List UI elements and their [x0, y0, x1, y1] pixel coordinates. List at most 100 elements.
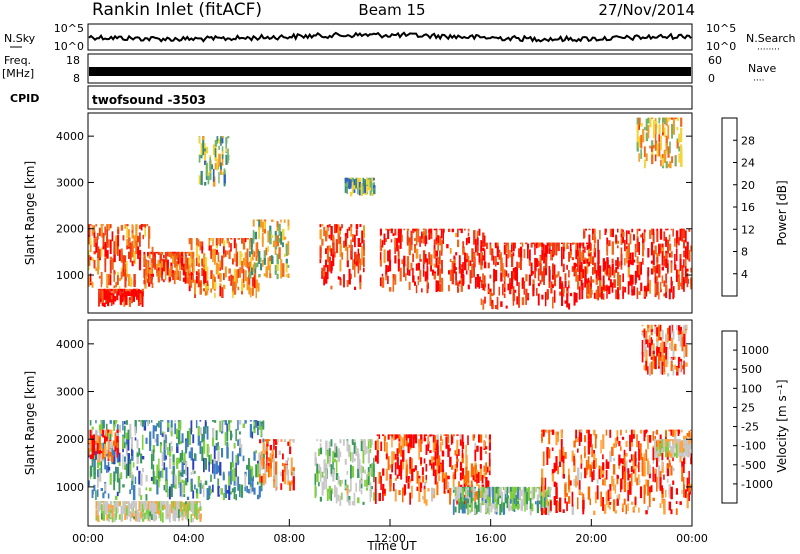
heatmap-cell [412, 253, 414, 263]
heatmap-cell [383, 436, 386, 452]
heatmap-cell [424, 271, 427, 282]
heatmap-cell [463, 497, 466, 501]
heatmap-cell [221, 172, 225, 176]
power-y-axis-label: Slant Range [km] [23, 161, 37, 265]
heatmap-cell [408, 281, 411, 290]
heatmap-cell [438, 474, 441, 482]
heatmap-cell [594, 491, 597, 504]
heatmap-cell [654, 430, 656, 435]
heatmap-cell [127, 501, 131, 514]
heatmap-cell [392, 278, 395, 292]
heatmap-cell [482, 273, 484, 284]
heatmap-cell [620, 232, 623, 245]
heatmap-cell [654, 245, 657, 255]
heatmap-cell [230, 430, 232, 441]
heatmap-cell [253, 251, 256, 257]
heatmap-cell [220, 136, 222, 146]
heatmap-cell [611, 258, 614, 264]
heatmap-cell [209, 157, 212, 172]
heatmap-cell [202, 143, 205, 156]
heatmap-cell [151, 273, 154, 277]
heatmap-cell [665, 117, 668, 125]
heatmap-cell [645, 331, 647, 340]
heatmap-cell [258, 420, 262, 430]
heatmap-cell [670, 486, 673, 500]
heatmap-cell [568, 468, 570, 480]
heatmap-cell [615, 260, 617, 267]
heatmap-cell [617, 271, 620, 287]
heatmap-cell [140, 420, 143, 426]
heatmap-cell [405, 434, 408, 441]
heatmap-cell [152, 449, 155, 462]
heatmap-cell [194, 484, 196, 490]
heatmap-cell [591, 444, 593, 458]
heatmap-cell [542, 429, 545, 436]
heatmap-cell [493, 281, 495, 295]
heatmap-cell [221, 488, 223, 495]
heatmap-cell [159, 420, 162, 422]
heatmap-cell [642, 243, 645, 257]
heatmap-cell [131, 436, 133, 449]
heatmap-cell [121, 288, 124, 293]
heatmap-cell [440, 249, 443, 256]
heatmap-cell [651, 140, 654, 152]
heatmap-cell [248, 285, 251, 295]
heatmap-cell [126, 261, 128, 275]
heatmap-cell [179, 440, 182, 445]
heatmap-cell [546, 289, 549, 299]
heatmap-cell [464, 228, 466, 231]
heatmap-cell [663, 341, 666, 353]
heatmap-cell [217, 263, 220, 272]
heatmap-cell [172, 251, 174, 254]
heatmap-cell [679, 229, 682, 241]
heatmap-cell [289, 446, 292, 455]
heatmap-cell [432, 441, 435, 453]
heatmap-cell [124, 430, 126, 439]
heatmap-cell [633, 234, 635, 241]
heatmap-cell [593, 236, 597, 244]
heatmap-cell [638, 261, 641, 275]
heatmap-cell [128, 237, 130, 248]
heatmap-cell [584, 268, 588, 274]
heatmap-cell [502, 266, 504, 278]
heatmap-cell [465, 455, 468, 470]
heatmap-cell [600, 491, 602, 507]
heatmap-cell [526, 488, 529, 492]
heatmap-cell [462, 248, 465, 253]
heatmap-cell [163, 446, 166, 461]
heatmap-cell [280, 269, 282, 279]
heatmap-cell [440, 228, 443, 239]
heatmap-cell [217, 238, 220, 245]
heatmap-cell [256, 219, 259, 221]
heatmap-cell [497, 486, 500, 497]
heatmap-cell [686, 241, 689, 253]
heatmap-cell [676, 126, 679, 131]
heatmap-cell [440, 434, 442, 441]
heatmap-cell [667, 146, 670, 158]
heatmap-cell [650, 228, 653, 235]
heatmap-cell [553, 274, 557, 287]
heatmap-cell [257, 282, 260, 292]
heatmap-cell [178, 501, 181, 510]
heatmap-cell [656, 264, 659, 274]
heatmap-cell [357, 177, 360, 189]
heatmap-cell [541, 429, 544, 432]
heatmap-cell [396, 456, 399, 470]
heatmap-cell [246, 256, 249, 269]
heatmap-cell [124, 421, 126, 425]
heatmap-cell [428, 252, 430, 259]
heatmap-cell [659, 342, 662, 352]
heatmap-cell [430, 228, 432, 234]
heatmap-cell [154, 511, 157, 521]
heatmap-cell [649, 279, 652, 287]
heatmap-cell [160, 501, 163, 509]
heatmap-cell [197, 435, 200, 446]
heatmap-cell [564, 452, 567, 459]
heatmap-cell [108, 274, 110, 284]
heatmap-cell [528, 274, 531, 286]
heatmap-cell [608, 273, 610, 278]
heatmap-cell [445, 434, 448, 436]
heatmap-cell [91, 438, 94, 451]
heatmap-cell [344, 458, 347, 465]
heatmap-cell [590, 243, 592, 251]
